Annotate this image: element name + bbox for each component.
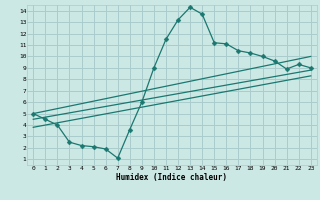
X-axis label: Humidex (Indice chaleur): Humidex (Indice chaleur) [116, 173, 228, 182]
